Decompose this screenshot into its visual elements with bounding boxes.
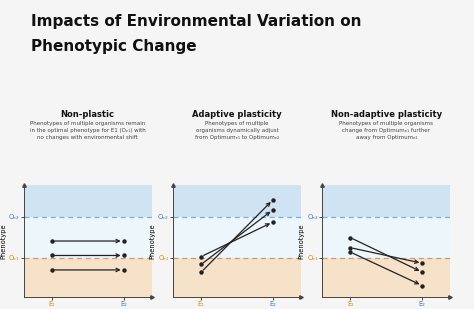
Bar xyxy=(173,185,301,217)
Y-axis label: Phenotype: Phenotype xyxy=(0,223,6,259)
Bar xyxy=(322,258,450,297)
Y-axis label: Phenotype: Phenotype xyxy=(299,223,305,259)
Bar xyxy=(173,217,301,258)
Text: Non-adaptive plasticity: Non-adaptive plasticity xyxy=(331,110,442,119)
Text: Phenotypes of multiple
organisms dynamically adjust
from Optimumₑ₁ to Optimumₑ₂: Phenotypes of multiple organisms dynamic… xyxy=(195,121,279,139)
Bar xyxy=(24,217,152,258)
Text: Adaptive plasticity: Adaptive plasticity xyxy=(192,110,282,119)
Y-axis label: Phenotype: Phenotype xyxy=(149,223,155,259)
Text: Non-plastic: Non-plastic xyxy=(61,110,115,119)
Text: Phenotypes of multiple organisms remain
in the optimal phenotype for E1 (Oₑ₁) wi: Phenotypes of multiple organisms remain … xyxy=(30,121,146,139)
Text: Phenotypic Change: Phenotypic Change xyxy=(31,39,196,54)
Text: Impacts of Environmental Variation on: Impacts of Environmental Variation on xyxy=(31,14,361,29)
Bar xyxy=(24,185,152,217)
Bar xyxy=(322,185,450,217)
Text: Phenotypes of multiple organisms
change from Optimumₑ₁ further
away from Optimum: Phenotypes of multiple organisms change … xyxy=(339,121,433,139)
Bar xyxy=(322,217,450,258)
Bar xyxy=(24,258,152,297)
Bar xyxy=(173,258,301,297)
